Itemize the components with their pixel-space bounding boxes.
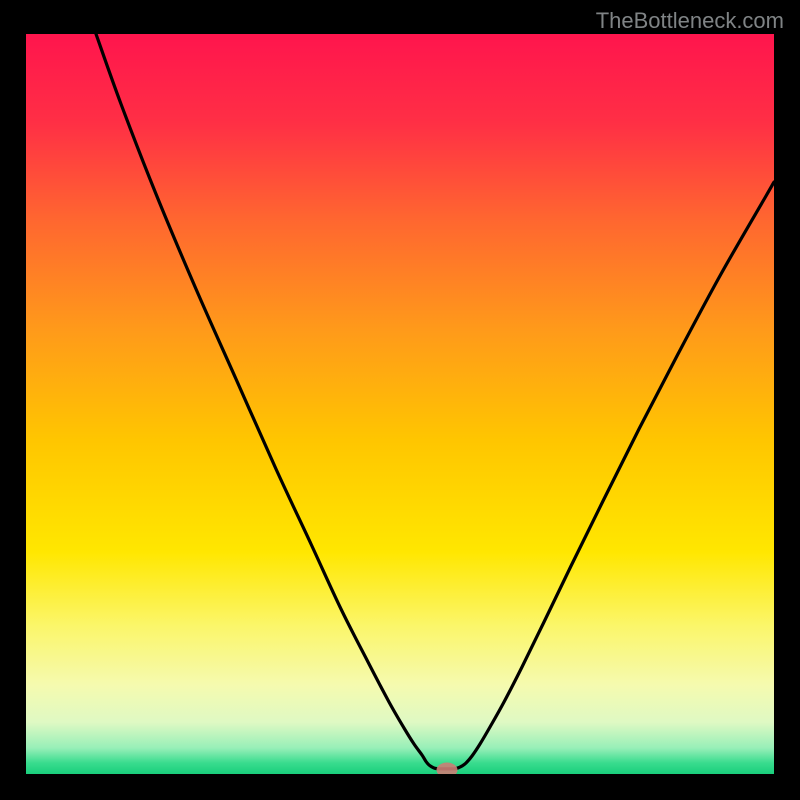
watermark-text: TheBottleneck.com: [596, 8, 784, 34]
plot-svg: [26, 34, 774, 774]
plot-area: [26, 34, 774, 774]
